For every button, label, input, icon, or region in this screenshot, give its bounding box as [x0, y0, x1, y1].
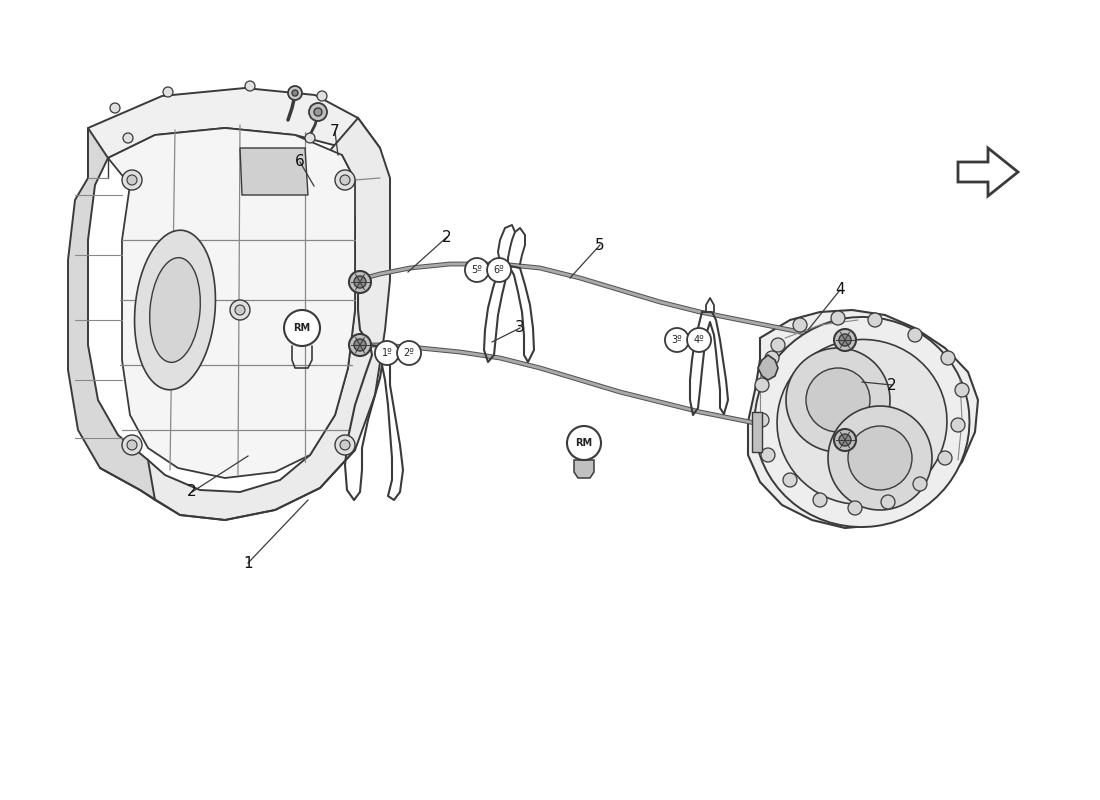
Polygon shape [88, 88, 385, 178]
Circle shape [122, 435, 142, 455]
Circle shape [309, 103, 327, 121]
Circle shape [813, 493, 827, 507]
Text: 4º: 4º [694, 335, 704, 345]
Circle shape [314, 108, 322, 116]
Circle shape [834, 429, 856, 451]
Circle shape [955, 383, 969, 397]
Polygon shape [958, 148, 1018, 196]
Circle shape [126, 175, 138, 185]
Circle shape [288, 86, 302, 100]
Circle shape [755, 378, 769, 392]
Circle shape [764, 351, 779, 365]
Circle shape [688, 328, 711, 352]
Circle shape [839, 334, 851, 346]
Text: 1: 1 [243, 555, 253, 570]
Circle shape [340, 175, 350, 185]
Text: 3: 3 [515, 321, 525, 335]
Circle shape [163, 87, 173, 97]
Circle shape [317, 91, 327, 101]
Circle shape [761, 448, 776, 462]
Circle shape [664, 328, 689, 352]
Polygon shape [574, 460, 594, 478]
Circle shape [830, 311, 845, 325]
Circle shape [881, 495, 895, 509]
Circle shape [834, 329, 856, 351]
Circle shape [940, 351, 955, 365]
Ellipse shape [150, 258, 200, 362]
Circle shape [806, 368, 870, 432]
Circle shape [465, 258, 490, 282]
Circle shape [786, 348, 890, 452]
Polygon shape [240, 148, 308, 195]
Text: 1º: 1º [382, 348, 393, 358]
Circle shape [848, 426, 912, 490]
Circle shape [336, 435, 355, 455]
Circle shape [336, 170, 355, 190]
Circle shape [397, 341, 421, 365]
Text: 4: 4 [835, 282, 845, 298]
Text: 6: 6 [295, 154, 305, 170]
Text: 2: 2 [442, 230, 452, 245]
Circle shape [305, 133, 315, 143]
Circle shape [230, 300, 250, 320]
Text: RM: RM [294, 323, 310, 333]
Circle shape [110, 103, 120, 113]
Polygon shape [758, 355, 778, 380]
Text: 7: 7 [330, 125, 340, 139]
Polygon shape [752, 412, 762, 452]
Circle shape [952, 418, 965, 432]
Circle shape [349, 334, 371, 356]
Circle shape [235, 305, 245, 315]
Ellipse shape [755, 317, 969, 527]
Circle shape [755, 413, 769, 427]
Polygon shape [108, 128, 355, 478]
Circle shape [245, 81, 255, 91]
Text: 2: 2 [888, 378, 896, 393]
Ellipse shape [777, 339, 947, 505]
Circle shape [126, 440, 138, 450]
Text: 6º: 6º [494, 265, 505, 275]
Circle shape [938, 451, 952, 465]
Text: RM: RM [575, 438, 593, 448]
Circle shape [783, 473, 798, 487]
Circle shape [349, 271, 371, 293]
Circle shape [284, 310, 320, 346]
Circle shape [771, 338, 785, 352]
Circle shape [828, 406, 932, 510]
Circle shape [793, 318, 807, 332]
Polygon shape [68, 128, 155, 500]
Circle shape [913, 477, 927, 491]
Circle shape [354, 276, 366, 288]
Circle shape [487, 258, 512, 282]
Polygon shape [748, 310, 978, 528]
Circle shape [292, 90, 298, 96]
Text: 3º: 3º [672, 335, 682, 345]
Circle shape [839, 434, 851, 446]
Circle shape [868, 313, 882, 327]
Text: 2º: 2º [404, 348, 415, 358]
Circle shape [340, 440, 350, 450]
Circle shape [566, 426, 601, 460]
Ellipse shape [134, 230, 216, 390]
Circle shape [848, 501, 862, 515]
Polygon shape [140, 118, 390, 520]
Text: 2: 2 [187, 485, 197, 499]
Circle shape [908, 328, 922, 342]
Text: 5: 5 [595, 238, 605, 253]
Circle shape [122, 170, 142, 190]
Text: 5º: 5º [472, 265, 483, 275]
Circle shape [375, 341, 399, 365]
Circle shape [354, 339, 366, 351]
Circle shape [123, 133, 133, 143]
